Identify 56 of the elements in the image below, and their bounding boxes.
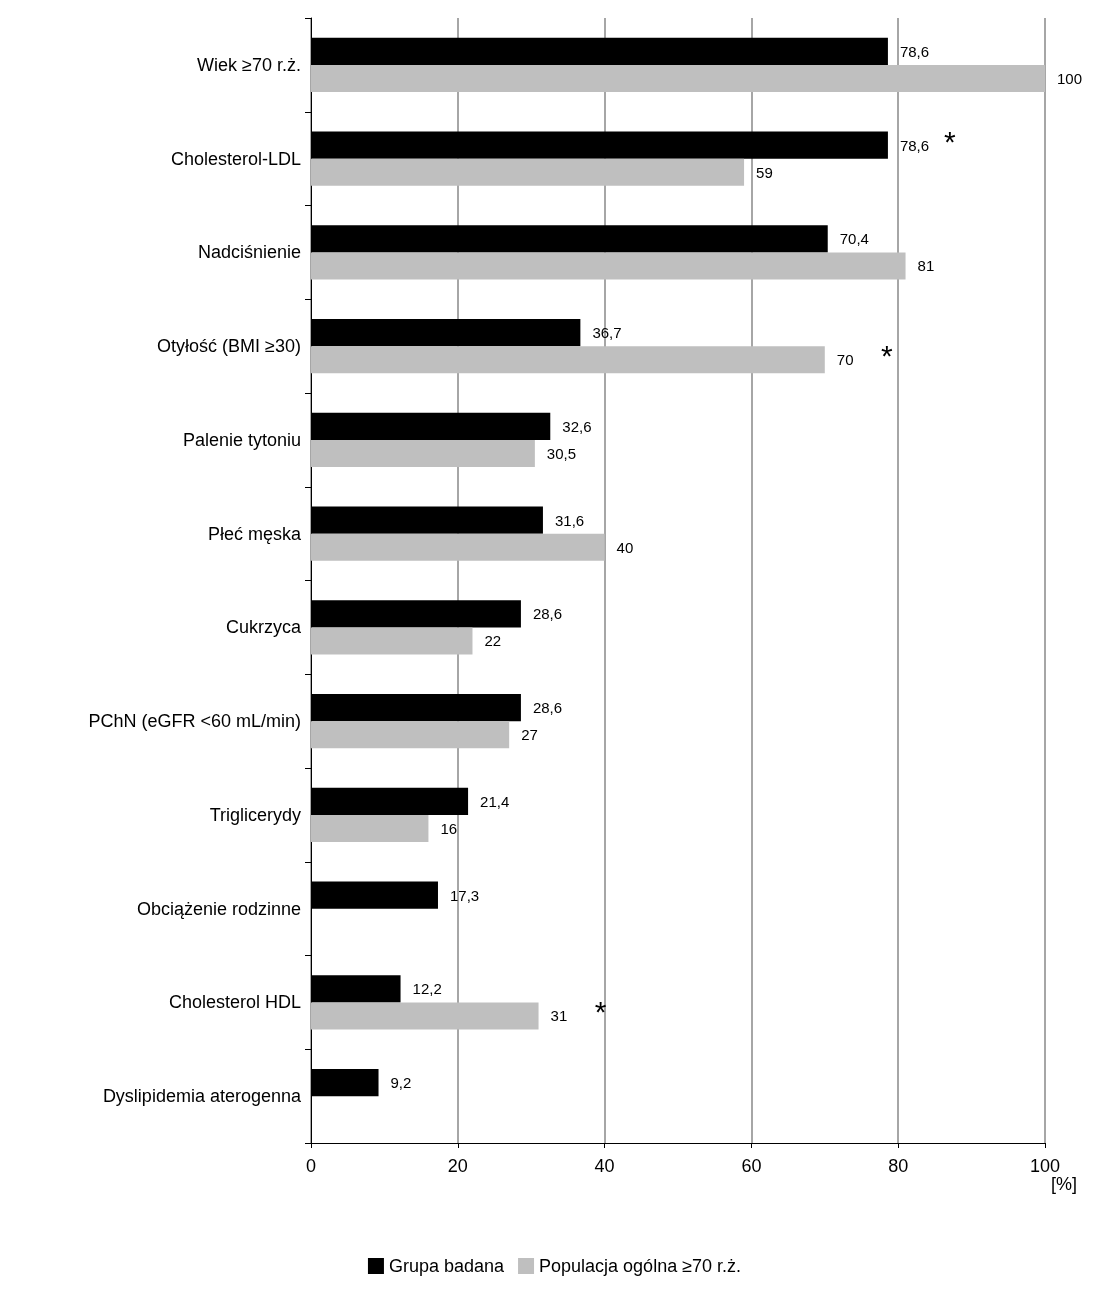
bar xyxy=(311,533,605,561)
x-tick-label: 0 xyxy=(305,1156,317,1176)
bar xyxy=(311,346,825,374)
data-label: 9,2 xyxy=(390,1074,412,1092)
x-tick-label: 40 xyxy=(594,1156,615,1176)
bar xyxy=(311,721,510,749)
data-label: 28,6 xyxy=(532,699,563,717)
y-tick-label: Cholesterol HDL xyxy=(168,992,301,1013)
annotation: * xyxy=(594,995,607,1029)
x-tick-label: 80 xyxy=(888,1156,909,1176)
y-tick-label: PChN (eGFR <60 mL/min) xyxy=(88,711,301,732)
data-label: 81 xyxy=(917,257,935,275)
data-label: 32,6 xyxy=(562,417,592,435)
y-tick-label: Palenie tytoniu xyxy=(182,429,301,450)
x-axis-title: [%] xyxy=(1051,1174,1078,1194)
y-tick-label: Dyslipidemia aterogenna xyxy=(102,1086,302,1107)
data-label: 40 xyxy=(616,538,634,556)
bar xyxy=(311,252,906,280)
legend-label: Populacja ogólna ≥70 r.ż. xyxy=(539,1256,742,1276)
bar xyxy=(311,814,429,843)
data-label: 28,6 xyxy=(532,605,563,623)
data-label: 59 xyxy=(756,163,773,181)
data-label: 78,6 xyxy=(899,42,930,60)
data-label: 17,3 xyxy=(449,886,480,904)
y-tick-label: Cholesterol-LDL xyxy=(170,148,301,169)
x-tick-label: 100 xyxy=(1029,1156,1061,1176)
y-tick-label: Płeć męska xyxy=(207,523,302,544)
data-label: 22 xyxy=(484,632,502,650)
x-tick-label: 60 xyxy=(741,1156,762,1176)
bar xyxy=(311,627,473,655)
x-tick-label: 20 xyxy=(447,1156,468,1176)
y-tick-label: Otyłość (BMI ≥30) xyxy=(157,336,301,357)
data-label: 21,4 xyxy=(480,792,510,810)
data-label: 12,2 xyxy=(412,980,442,998)
bar xyxy=(311,439,535,468)
bar xyxy=(311,64,1045,93)
annotation: * xyxy=(944,124,957,158)
y-tick-label: Cukrzyca xyxy=(225,617,302,638)
data-label: 70 xyxy=(836,351,854,369)
legend-label: Grupa badana xyxy=(388,1256,506,1276)
bar xyxy=(311,158,745,186)
data-label: 30,5 xyxy=(546,444,577,462)
data-label: 16 xyxy=(440,819,458,837)
data-label: 31 xyxy=(550,1007,568,1025)
y-tick-label: Triglicerydy xyxy=(209,804,301,825)
data-label: 36,7 xyxy=(592,324,622,342)
y-tick-label: Wiek ≥70 r.ż. xyxy=(197,54,301,75)
data-label: 70,4 xyxy=(839,230,869,248)
data-label: 31,6 xyxy=(554,511,585,529)
bar xyxy=(311,1002,539,1030)
data-label: 78,6 xyxy=(899,136,930,154)
data-label: 100 xyxy=(1057,69,1083,87)
y-tick-label: Obciążenie rodzinne xyxy=(136,898,301,919)
annotation: * xyxy=(880,339,893,373)
data-label: 27 xyxy=(521,726,538,744)
y-tick-label: Nadciśnienie xyxy=(197,242,301,263)
